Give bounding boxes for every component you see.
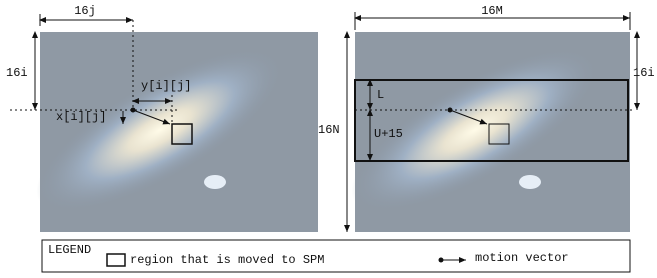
y-offset-label: y[i][j] bbox=[141, 79, 191, 93]
width-label: 16M bbox=[481, 4, 503, 18]
legend-region: region that is moved to SPM bbox=[130, 253, 324, 267]
upper-label: L bbox=[377, 88, 384, 102]
lower-label: U+15 bbox=[374, 127, 403, 141]
row-label: 16i bbox=[633, 66, 655, 80]
height-label: 16N bbox=[318, 123, 340, 137]
diagram: 16j 16i y[i][j] x[i][j] 16M 16i 16N L U+… bbox=[0, 0, 657, 278]
legend-vector: motion vector bbox=[475, 251, 569, 265]
vector-origin bbox=[131, 108, 136, 113]
legend-title: LEGEND bbox=[48, 243, 91, 257]
x-offset-label: x[i][j] bbox=[56, 110, 106, 124]
width-label: 16j bbox=[74, 4, 96, 18]
vector-origin bbox=[448, 108, 453, 113]
left-image bbox=[15, 18, 318, 241]
height-label: 16i bbox=[6, 66, 28, 80]
